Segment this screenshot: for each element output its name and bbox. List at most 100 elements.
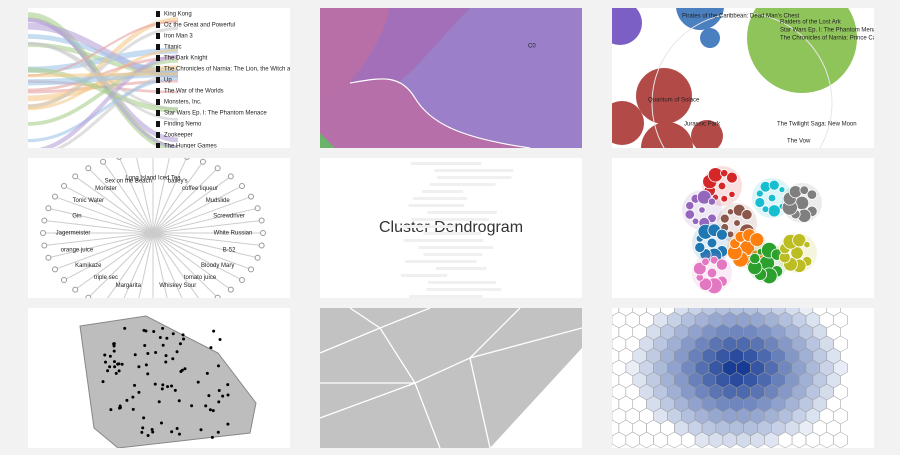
label: The Dark Knight [164,56,208,62]
leaf [698,206,706,214]
node [61,277,68,284]
link [54,232,154,270]
label: Monster [95,186,117,192]
faint-leaf [434,169,514,172]
point [103,353,107,357]
node [61,182,68,189]
leaf [803,240,811,249]
point [182,337,186,341]
marker [156,55,160,61]
node [41,242,48,249]
bubble [676,8,724,30]
point [108,365,112,369]
faint-leaf [422,190,464,193]
label: The Twilight Saga: New Moon [777,122,857,128]
node [254,254,261,261]
point [218,338,222,342]
point [173,388,177,392]
marker [156,132,160,138]
leaf [707,197,717,206]
thumb-voronoi-color[interactable]: C0 [320,8,582,148]
point [133,383,137,387]
thumb-dendrogram[interactable]: Cluster Dendrogram [320,158,582,298]
thumb-hull[interactable] [28,308,290,448]
point [150,427,154,431]
point [164,354,168,358]
point [152,330,156,334]
faint-leaf [423,232,482,235]
point [117,369,121,373]
point [146,351,150,355]
point [146,434,150,438]
leaf [696,189,712,205]
bubble [747,8,857,93]
point [144,329,148,333]
thumb-bubbles[interactable]: Pirates of the Caribbean: Dead Man's Che… [612,8,874,148]
point [171,357,175,361]
label: Jagermeister [56,231,91,237]
faint-leaf [412,197,468,200]
thumb-svg: Margarita triple sec Kamikaze orange juice J… [40,158,266,298]
point [104,360,108,364]
point [101,380,105,384]
marker [156,33,160,39]
thumb-svg [682,166,822,295]
leaf [701,257,710,266]
link [152,232,168,298]
node [258,242,265,249]
thumb-packing[interactable] [612,158,874,298]
region [320,78,530,148]
ribbon [28,67,179,113]
link [74,176,154,234]
point [131,395,135,399]
point [137,365,141,369]
label: Screwdriver [213,214,245,220]
node [72,286,79,293]
point [157,400,161,404]
leaf [741,209,753,221]
label: triple sec [94,275,118,281]
thumb-svg [79,315,257,448]
point [154,351,158,355]
faint-leaf [400,274,448,277]
link [54,196,154,234]
link [152,219,262,234]
faint-leaf [403,239,484,242]
point [109,408,113,412]
leaf [720,194,729,203]
leaf [706,267,718,279]
leaf [728,190,736,198]
leaf [685,201,695,211]
point [123,326,127,330]
faint-leaf [423,253,483,256]
leaf [733,219,741,227]
marker [156,110,160,116]
node [51,193,58,200]
point [209,346,213,350]
hexagon [612,308,620,317]
thumb-svg [320,308,582,448]
link [87,167,154,234]
thumb-voronoi[interactable] [320,308,582,448]
point [212,329,216,333]
point [208,408,212,412]
point [158,335,162,339]
marker [156,22,160,28]
point [180,368,184,372]
label: Gin [72,214,81,220]
link [152,232,219,298]
point [143,344,147,348]
thumb-radial[interactable]: Margarita triple sec Kamikaze orange juice J… [28,158,290,298]
node [238,182,245,189]
thumb-chord[interactable]: King Kong Oz the Great and Powerful Iron M… [28,8,290,148]
thumb-hexbin[interactable] [612,308,874,448]
thumb-svg [612,308,848,448]
leaf [761,205,770,214]
bubble [636,68,692,124]
label: Long Island Iced Tea [125,176,181,182]
label: tomato juice [184,275,217,281]
point [216,364,220,368]
label: Star Wars Ep. I: The Phantom Menace [164,111,267,117]
bubble [691,120,723,148]
